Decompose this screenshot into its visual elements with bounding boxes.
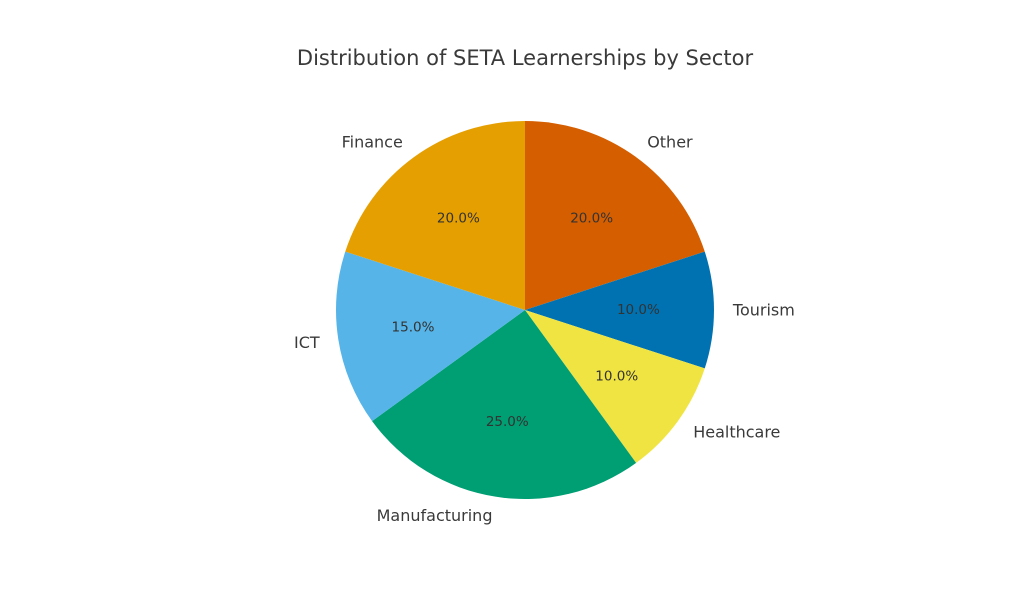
pct-label-other: 20.0% (570, 210, 613, 226)
pct-label-healthcare: 10.0% (595, 369, 638, 385)
slice-label-other: Other (647, 132, 693, 151)
pie-slice-healthcare (525, 310, 705, 463)
percent-labels: 20.0% 10.0% 10.0% 25.0% 15.0% 20.0% (392, 210, 660, 430)
pie-slice-ict (335, 251, 525, 422)
pie-slice-tourism (525, 251, 714, 369)
slice-label-ict: ICT (294, 333, 320, 352)
pct-label-finance: 20.0% (437, 210, 480, 226)
pie-slices (335, 121, 714, 499)
pie-slice-other (525, 121, 705, 310)
pct-label-manufacturing: 25.0% (486, 414, 529, 430)
slice-label-healthcare: Healthcare (693, 423, 780, 442)
pie-slice-finance (345, 121, 525, 310)
slice-label-manufacturing: Manufacturing (377, 506, 493, 525)
pct-label-tourism: 10.0% (617, 302, 660, 318)
slice-labels: Other Tourism Healthcare Manufacturing ICT Fi… (294, 132, 795, 525)
pct-label-ict: 15.0% (392, 320, 435, 336)
chart-title: Distribution of SETA Learnerships by Sec… (297, 46, 754, 70)
slice-label-tourism: Tourism (732, 301, 795, 320)
pie-slice-manufacturing (372, 310, 637, 499)
slice-label-finance: Finance (342, 132, 403, 151)
